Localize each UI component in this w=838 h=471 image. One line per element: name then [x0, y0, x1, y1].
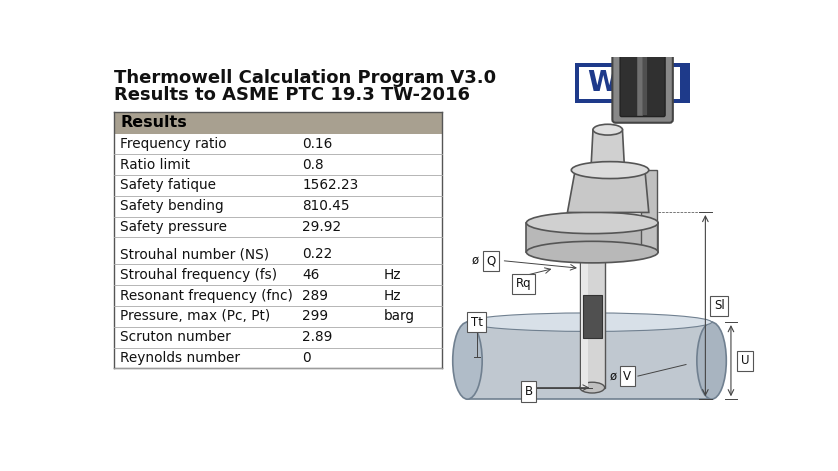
Text: barg: barg	[384, 309, 415, 324]
Text: Hz: Hz	[384, 268, 401, 282]
Text: Tt: Tt	[471, 316, 483, 329]
Text: 289: 289	[303, 289, 328, 302]
Text: Resonant frequency (fnc): Resonant frequency (fnc)	[120, 289, 293, 302]
Text: 46: 46	[303, 268, 319, 282]
Ellipse shape	[526, 241, 658, 263]
Text: 810.45: 810.45	[303, 199, 350, 213]
Text: 0: 0	[303, 351, 311, 365]
Text: 0.16: 0.16	[303, 137, 333, 151]
Text: 1562.23: 1562.23	[303, 179, 359, 193]
Text: 29.92: 29.92	[303, 220, 342, 234]
Text: Strouhal number (NS): Strouhal number (NS)	[120, 247, 269, 261]
Polygon shape	[591, 130, 625, 174]
Text: Safety pressure: Safety pressure	[120, 220, 227, 234]
Ellipse shape	[572, 162, 649, 179]
Ellipse shape	[453, 322, 482, 399]
Text: B: B	[525, 385, 533, 398]
Text: Sl: Sl	[714, 299, 725, 312]
Text: WIKA: WIKA	[587, 69, 671, 97]
Ellipse shape	[468, 313, 711, 332]
Bar	[575, 63, 690, 103]
Text: V: V	[623, 370, 631, 382]
Text: Hz: Hz	[384, 289, 401, 302]
Text: Safety bending: Safety bending	[120, 199, 224, 213]
Bar	[580, 249, 605, 388]
Text: Strouhal frequency (fs): Strouhal frequency (fs)	[120, 268, 277, 282]
Text: Rq: Rq	[515, 277, 531, 290]
Text: U: U	[741, 354, 749, 367]
Bar	[526, 223, 658, 252]
Ellipse shape	[697, 322, 727, 399]
Bar	[582, 249, 587, 388]
Text: 0.22: 0.22	[303, 247, 333, 261]
Text: Scruton number: Scruton number	[120, 330, 231, 344]
Bar	[114, 112, 442, 133]
Text: 2.89: 2.89	[303, 330, 333, 344]
Text: Q: Q	[486, 254, 495, 267]
Ellipse shape	[526, 212, 658, 234]
Text: Thermowell Calculation Program V3.0: Thermowell Calculation Program V3.0	[114, 69, 496, 87]
Text: 0.8: 0.8	[303, 158, 324, 172]
Bar	[579, 66, 680, 99]
FancyBboxPatch shape	[613, 47, 673, 123]
Bar	[680, 66, 686, 99]
Bar	[468, 322, 711, 399]
Bar	[583, 295, 602, 338]
Ellipse shape	[580, 382, 605, 393]
Ellipse shape	[593, 124, 623, 135]
Text: Frequency ratio: Frequency ratio	[120, 137, 227, 151]
Text: Results to ASME PTC 19.3 TW-2016: Results to ASME PTC 19.3 TW-2016	[114, 86, 470, 104]
Bar	[641, 170, 656, 252]
Text: Pressure, max (Pc, Pt): Pressure, max (Pc, Pt)	[120, 309, 271, 324]
Text: Ratio limit: Ratio limit	[120, 158, 190, 172]
Text: 299: 299	[303, 309, 328, 324]
Text: Safety fatique: Safety fatique	[120, 179, 216, 193]
Text: Results: Results	[120, 115, 187, 130]
Text: ø: ø	[609, 370, 616, 382]
FancyBboxPatch shape	[620, 53, 665, 117]
Polygon shape	[567, 170, 649, 212]
Text: Reynolds number: Reynolds number	[120, 351, 241, 365]
Text: ø: ø	[471, 254, 478, 267]
